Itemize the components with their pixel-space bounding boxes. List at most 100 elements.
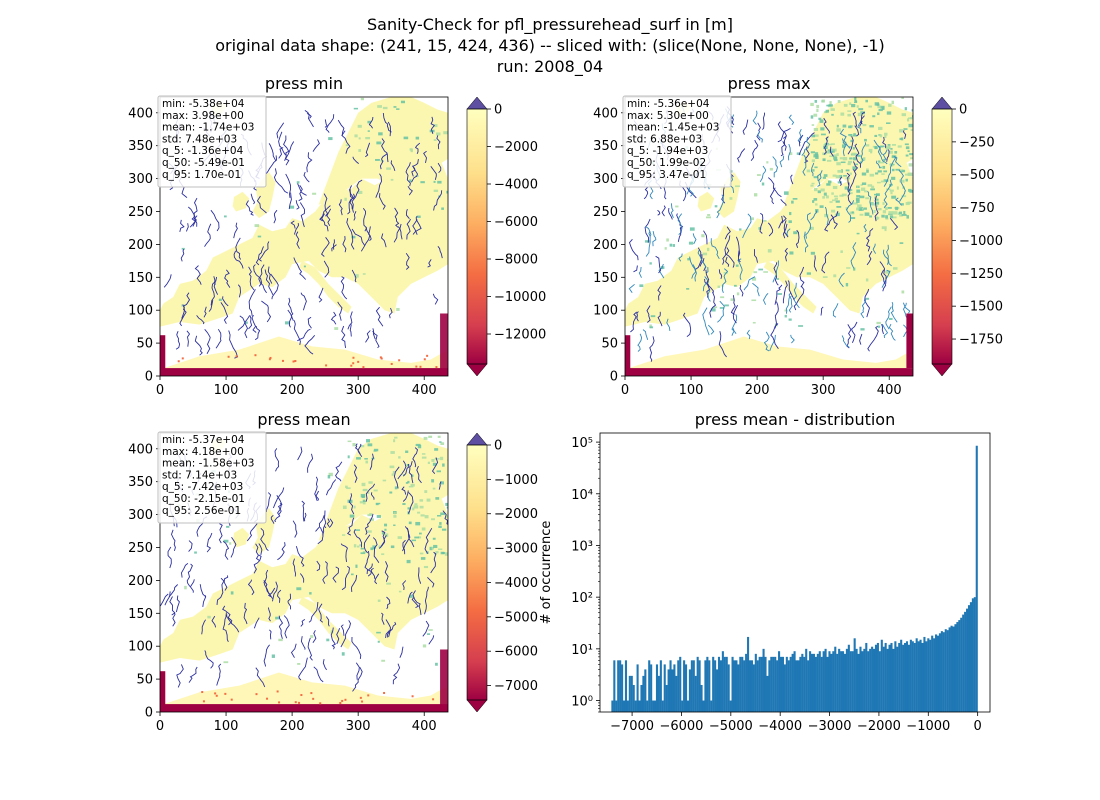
press-max-wet-pixel bbox=[875, 201, 880, 205]
press-min-y-tick-label: 300 bbox=[128, 172, 153, 187]
press-max-wet-pixel bbox=[871, 203, 877, 206]
press-max-wet-pixel bbox=[908, 188, 912, 192]
press-max-wet-pixel bbox=[849, 102, 852, 106]
press-mean-river-line bbox=[430, 551, 437, 574]
press-max-wet-pixel bbox=[909, 153, 913, 156]
press-min-river-line bbox=[180, 248, 185, 262]
press-min-river-line bbox=[251, 315, 257, 333]
press-min-stat-line: min: -5.38e+04 bbox=[162, 98, 245, 110]
press-mean-wet-pixel bbox=[408, 485, 414, 488]
press-min-dry-pixel bbox=[350, 364, 353, 367]
press-max-wet-pixel bbox=[810, 102, 814, 107]
press-min-river-line bbox=[253, 264, 263, 287]
press-mean-river-line bbox=[295, 546, 305, 567]
press-mean-river-line bbox=[277, 589, 282, 603]
press-mean-river-line bbox=[297, 446, 303, 461]
press-min-river-line bbox=[331, 244, 337, 252]
press-mean-river-line bbox=[172, 612, 176, 627]
press-max-river-line bbox=[888, 323, 896, 341]
press-max-wet-pixel bbox=[837, 181, 842, 184]
press-mean-wet-pixel bbox=[442, 463, 445, 467]
press-max-wet-pixel bbox=[866, 168, 869, 170]
press-max-wet-pixel bbox=[863, 207, 867, 210]
distribution-bar bbox=[719, 660, 722, 712]
press-max-stat-line: mean: -1.45e+03 bbox=[627, 122, 719, 134]
press-mean-stats-background bbox=[157, 431, 267, 524]
press-max-wet-pixel bbox=[819, 119, 824, 123]
press-max-wet-pixel bbox=[839, 157, 843, 160]
press-mean-river-line bbox=[380, 530, 386, 547]
press-max-river-line bbox=[737, 258, 743, 280]
press-mean-river-line bbox=[312, 630, 317, 644]
press-mean-wet-pixel bbox=[415, 521, 421, 526]
press-min-river-line bbox=[210, 209, 220, 232]
press-mean-dry-pixel bbox=[214, 692, 217, 695]
press-mean-river-line bbox=[384, 561, 389, 582]
press-min-river-line bbox=[250, 193, 256, 205]
press-max-wet-pixel bbox=[806, 169, 811, 173]
press-max-wet-pixel bbox=[661, 266, 665, 269]
press-mean-wet-pixel bbox=[418, 532, 422, 535]
press-min-river-line bbox=[239, 315, 249, 339]
press-max-wet-pixel bbox=[826, 183, 831, 186]
press-max-wet-pixel bbox=[877, 325, 881, 328]
press-max-wet-pixel bbox=[811, 182, 815, 185]
press-max-river-line bbox=[742, 119, 749, 135]
press-max-wet-pixel bbox=[810, 115, 814, 119]
distribution-bar bbox=[921, 642, 924, 712]
press-max-wet-pixel bbox=[844, 186, 848, 190]
press-mean-dry-pixel bbox=[359, 696, 362, 699]
press-max-wet-pixel bbox=[733, 284, 737, 287]
press-min-colorbar-tick-label: −6000 bbox=[494, 215, 538, 230]
press-max-wet-pixel bbox=[900, 203, 904, 206]
press-mean-x-tick-label: 300 bbox=[346, 719, 371, 734]
press-max-x-tick-label: 100 bbox=[679, 383, 704, 398]
press-mean-wet-pixel bbox=[384, 528, 387, 531]
press-max-river-line bbox=[759, 212, 764, 234]
press-max-river-line bbox=[828, 214, 834, 225]
press-max-wet-pixel bbox=[815, 203, 818, 206]
press-max-river-line bbox=[716, 194, 724, 219]
distribution-bar bbox=[865, 642, 868, 712]
distribution-bar bbox=[805, 648, 808, 712]
press-max-wet-pixel bbox=[823, 144, 826, 148]
distribution-bar bbox=[942, 632, 945, 712]
press-min-river-line bbox=[436, 135, 441, 150]
press-max-wet-pixel bbox=[856, 232, 860, 235]
press-min-river-line bbox=[248, 315, 253, 330]
press-max-axes-frame bbox=[624, 96, 914, 377]
press-mean-river-line bbox=[171, 529, 176, 552]
press-max-wet-pixel bbox=[812, 200, 815, 203]
press-mean-river-line bbox=[201, 619, 206, 635]
press-min-river-line bbox=[368, 116, 374, 129]
press-max-river-line bbox=[849, 169, 857, 191]
press-mean-land-region bbox=[232, 527, 250, 548]
press-max-boundary-edge bbox=[625, 335, 631, 376]
press-max-wet-pixel bbox=[724, 304, 729, 307]
press-mean-river-line bbox=[308, 601, 319, 623]
press-mean-boundary-edge bbox=[440, 649, 448, 712]
press-min-wet-pixel bbox=[396, 307, 400, 311]
press-max-wet-pixel bbox=[884, 132, 888, 136]
press-min-river-line bbox=[192, 215, 198, 227]
press-max-wet-pixel bbox=[854, 97, 857, 101]
press-max-river-line bbox=[657, 285, 662, 301]
press-max-wet-pixel bbox=[897, 212, 901, 215]
press-max-river-line bbox=[779, 155, 785, 168]
press-max-wet-pixel bbox=[870, 188, 875, 191]
press-max-wet-pixel bbox=[792, 197, 798, 200]
press-mean-wet-pixel bbox=[347, 440, 352, 443]
press-mean-wet-pixel bbox=[446, 506, 448, 509]
press-mean-river-line bbox=[392, 663, 401, 685]
press-mean-wet-pixel bbox=[412, 507, 415, 511]
press-min-river-line bbox=[194, 265, 202, 285]
press-mean-river-line bbox=[322, 526, 325, 536]
press-max-river-line bbox=[721, 268, 729, 294]
distribution-x-tick-label: −6000 bbox=[659, 719, 703, 734]
press-max-river-line bbox=[902, 302, 911, 314]
press-max-wet-pixel bbox=[891, 168, 895, 172]
press-mean-dry-pixel bbox=[278, 701, 281, 704]
press-min-wet-pixel bbox=[296, 181, 300, 184]
press-min-dry-pixel bbox=[352, 356, 355, 359]
press-min-river-line bbox=[341, 325, 347, 348]
